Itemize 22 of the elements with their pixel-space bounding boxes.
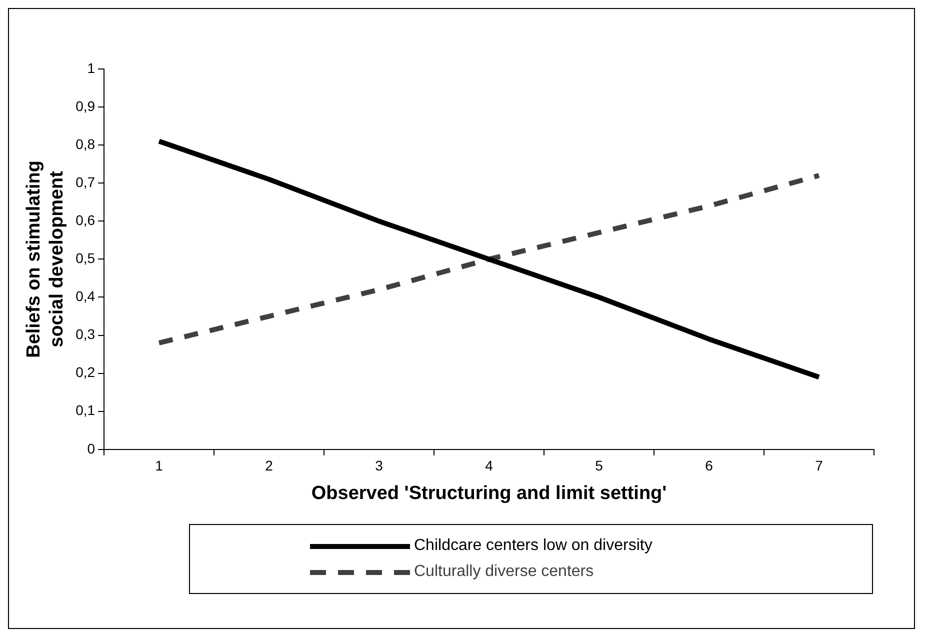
- y-tick-label: 0,8: [76, 136, 96, 152]
- x-tick-label: 4: [485, 458, 494, 474]
- text: Childcare centers low on diversity: [414, 537, 652, 555]
- y-tick-label: 0,6: [76, 212, 96, 228]
- y-tick-label: 0,7: [76, 174, 96, 190]
- x-tick-label: 1: [155, 458, 164, 474]
- y-axis-title: Beliefs on stimulating social development: [24, 160, 68, 358]
- x-axis-title: Observed 'Structuring and limit setting': [311, 482, 667, 504]
- x-tick-label: 6: [705, 458, 714, 474]
- y-tick-label: 0,9: [76, 98, 96, 114]
- legend-label: Culturally diverse centers: [414, 563, 594, 581]
- x-tick-label: 3: [375, 458, 384, 474]
- x-tick-label: 5: [595, 458, 604, 474]
- y-tick-label: 0: [87, 440, 96, 456]
- x-tick-label: 2: [265, 458, 274, 474]
- y-tick-label: 0,5: [76, 250, 96, 266]
- y-tick-label: 0,2: [76, 364, 96, 380]
- y-tick-label: 1: [87, 60, 96, 76]
- x-tick-label: 7: [815, 458, 824, 474]
- y-tick-label: 0,3: [76, 326, 96, 342]
- y-tick-label: 0,4: [76, 288, 96, 304]
- y-tick-label: 0,1: [76, 402, 96, 418]
